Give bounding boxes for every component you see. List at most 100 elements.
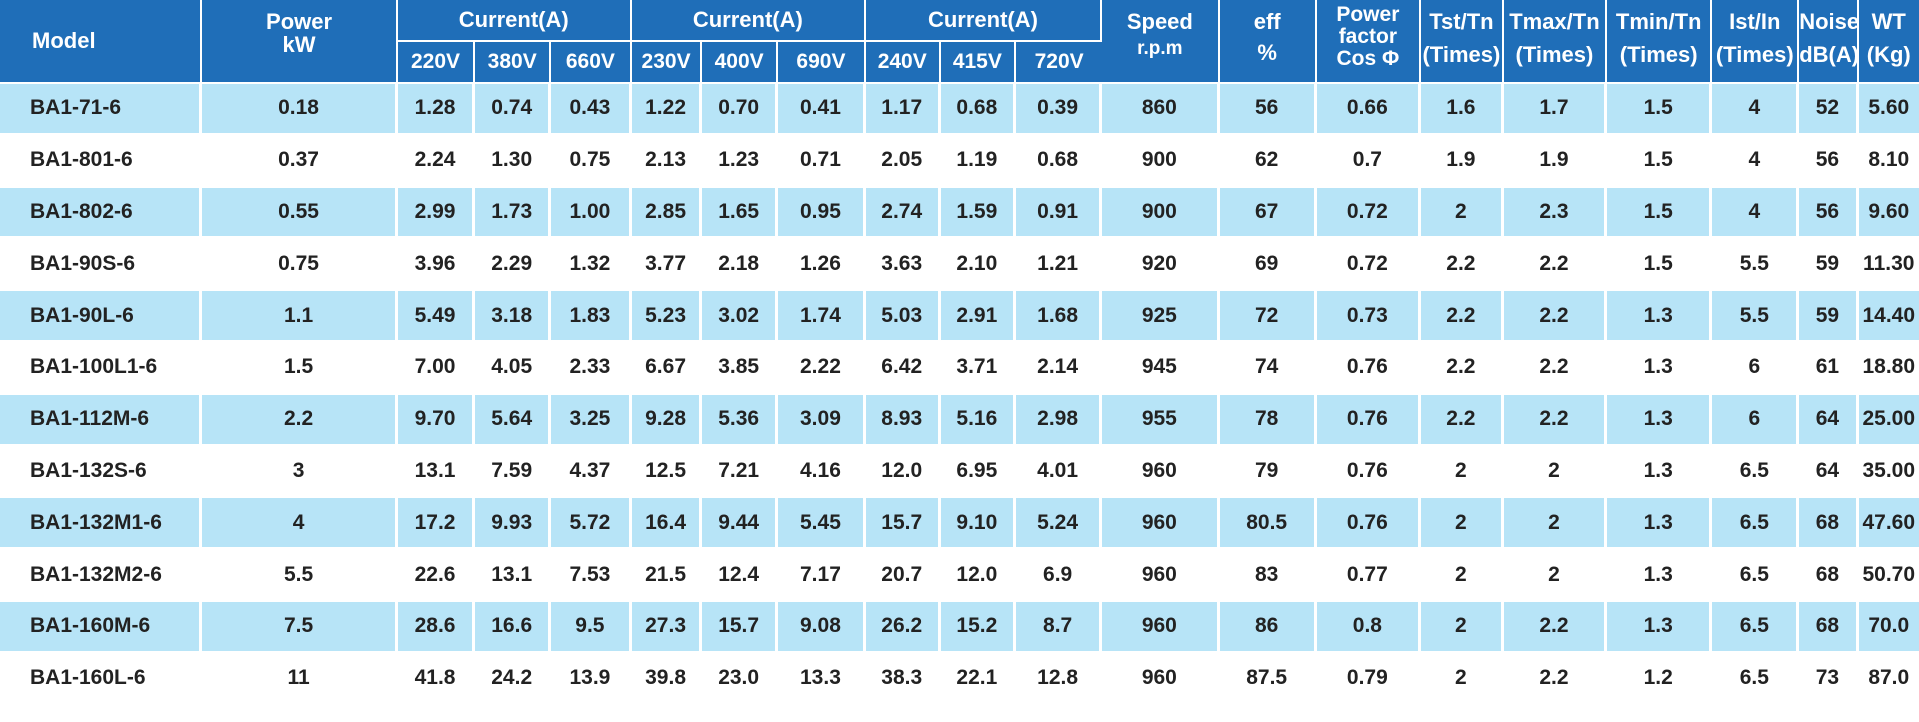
table-row: BA1-112M-6 2.2 9.70 5.64 3.25 9.28 5.36 3.09 8.9… <box>0 394 1919 447</box>
table-cell: 1.3 <box>1607 550 1713 602</box>
table-cell: 28.6 <box>397 601 476 654</box>
table-cell: 73 <box>1799 653 1859 706</box>
table-row: BA1-160L-6 11 41.8 24.2 13.9 39.8 23.0 13.3 38.3… <box>0 653 1919 706</box>
table-cell: 2.74 <box>865 187 941 240</box>
table-cell: 2 <box>1421 653 1504 706</box>
eff-header-label: eff <box>1253 9 1281 34</box>
table-cell: 2.14 <box>1016 342 1103 395</box>
table-cell: 78 <box>1219 394 1317 447</box>
model-cell: BA1-90L-6 <box>0 291 203 343</box>
table-cell: 5.23 <box>631 291 703 343</box>
speed-header-unit: r.p.m <box>1137 38 1183 60</box>
table-cell: 0.41 <box>777 84 866 136</box>
table-cell: 0.79 <box>1316 653 1421 706</box>
table-cell: 59 <box>1799 239 1859 292</box>
table-cell: 0.37 <box>202 135 398 188</box>
table-cell: 5.60 <box>1858 84 1919 136</box>
table-cell: 4 <box>1712 135 1800 188</box>
tmin-header-label: Tmin/Tn <box>1615 9 1702 34</box>
table-cell: 0.68 <box>940 84 1017 136</box>
table-cell: 2.29 <box>475 239 552 292</box>
table-cell: 2 <box>1421 550 1504 602</box>
voltage-header: 660V <box>551 42 632 84</box>
table-cell: 0.66 <box>1316 84 1421 136</box>
table-cell: 945 <box>1102 342 1220 395</box>
table-cell: 83 <box>1219 550 1317 602</box>
table-cell: 2.2 <box>202 394 398 447</box>
table-cell: 1.00 <box>551 187 632 240</box>
table-cell: 2.10 <box>940 239 1017 292</box>
table-cell: 68 <box>1799 550 1859 602</box>
table-cell: 9.5 <box>551 601 632 654</box>
table-cell: 24.2 <box>475 653 552 706</box>
table-cell: 6.42 <box>865 342 941 395</box>
table-cell: 86 <box>1219 601 1317 654</box>
table-cell: 1.68 <box>1016 291 1103 343</box>
table-cell: 15.7 <box>865 498 941 551</box>
table-cell: 1.3 <box>1607 601 1713 654</box>
table-cell: 9.60 <box>1858 187 1919 240</box>
eff-header-unit: % <box>1257 40 1277 66</box>
table-cell: 1.32 <box>551 239 632 292</box>
tst-header-label: Tst/Tn <box>1429 9 1494 34</box>
table-cell: 6.67 <box>631 342 703 395</box>
table-cell: 0.76 <box>1316 446 1421 499</box>
table-cell: 47.60 <box>1858 498 1919 551</box>
table-cell: 1.73 <box>475 187 552 240</box>
table-cell: 0.7 <box>1316 135 1421 188</box>
wt-header: WT (Kg) <box>1858 0 1919 84</box>
table-cell: 860 <box>1102 84 1220 136</box>
table-cell: 2.98 <box>1016 394 1103 447</box>
table-cell: 0.72 <box>1316 239 1421 292</box>
power-factor-header: Power factor Cos Φ <box>1316 0 1421 84</box>
table-cell: 1.3 <box>1607 394 1713 447</box>
table-cell: 0.55 <box>202 187 398 240</box>
table-cell: 13.9 <box>551 653 632 706</box>
table-cell: 1.5 <box>1607 135 1713 188</box>
table-cell: 70.0 <box>1858 601 1919 654</box>
table-cell: 7.00 <box>397 342 476 395</box>
table-cell: 960 <box>1102 498 1220 551</box>
tmax-header-label: Tmax/Tn <box>1509 9 1600 34</box>
table-cell: 1.3 <box>1607 446 1713 499</box>
speed-header-label: Speed <box>1126 9 1193 34</box>
current-group-header-1: Current(A) <box>397 0 632 42</box>
tst-header-unit: (Times) <box>1422 42 1501 68</box>
table-cell: 7.53 <box>551 550 632 602</box>
table-cell: 16.4 <box>631 498 703 551</box>
table-cell: 0.18 <box>202 84 398 136</box>
table-cell: 0.77 <box>1316 550 1421 602</box>
table-cell: 68 <box>1799 498 1859 551</box>
table-cell: 5.45 <box>777 498 866 551</box>
table-cell: 4.16 <box>777 446 866 499</box>
table-cell: 2.2 <box>1421 291 1504 343</box>
table-cell: 79 <box>1219 446 1317 499</box>
table-cell: 2 <box>1421 601 1504 654</box>
table-cell: 960 <box>1102 653 1220 706</box>
model-cell: BA1-802-6 <box>0 187 203 240</box>
table-row: BA1-132S-6 3 13.1 7.59 4.37 12.5 7.21 4.16 12.0 6… <box>0 446 1919 499</box>
table-cell: 5.5 <box>1712 239 1800 292</box>
table-cell: 8.7 <box>1016 601 1103 654</box>
table-cell: 4.37 <box>551 446 632 499</box>
table-cell: 1.19 <box>940 135 1017 188</box>
ist-header-unit: (Times) <box>1715 42 1794 68</box>
table-cell: 0.72 <box>1316 187 1421 240</box>
table-cell: 1.28 <box>397 84 476 136</box>
table-cell: 1.1 <box>202 291 398 343</box>
table-cell: 2.2 <box>1503 291 1608 343</box>
table-cell: 3.85 <box>702 342 778 395</box>
table-cell: 56 <box>1799 187 1859 240</box>
table-cell: 2 <box>1421 498 1504 551</box>
table-cell: 12.5 <box>631 446 703 499</box>
table-cell: 2.2 <box>1503 394 1608 447</box>
table-cell: 2 <box>1503 446 1608 499</box>
table-cell: 2 <box>1421 187 1504 240</box>
table-cell: 0.71 <box>777 135 866 188</box>
table-cell: 1.30 <box>475 135 552 188</box>
table-cell: 68 <box>1799 601 1859 654</box>
table-cell: 0.8 <box>1316 601 1421 654</box>
table-header: Model Power kW Current(A) Current(A) Cur… <box>0 0 1919 84</box>
ist-header: Ist/In (Times) <box>1712 0 1800 84</box>
table-cell: 52 <box>1799 84 1859 136</box>
